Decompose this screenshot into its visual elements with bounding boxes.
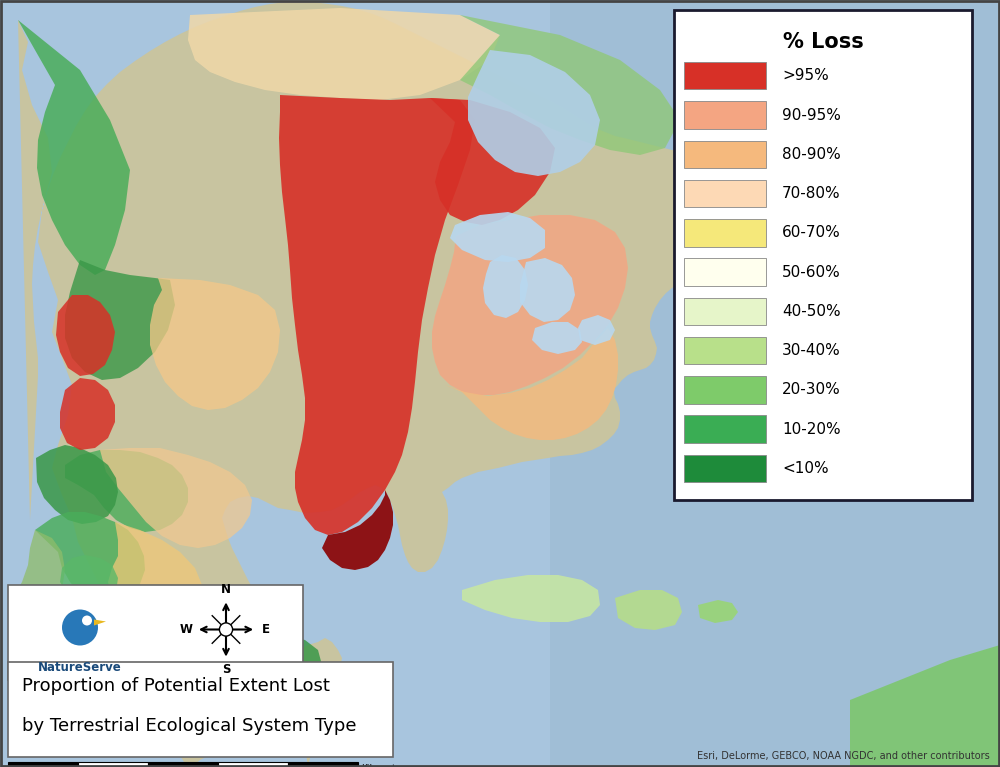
Polygon shape bbox=[430, 98, 555, 225]
Text: 20-30%: 20-30% bbox=[782, 383, 841, 397]
FancyBboxPatch shape bbox=[674, 10, 972, 500]
Circle shape bbox=[62, 610, 98, 646]
Text: N: N bbox=[221, 583, 231, 596]
Polygon shape bbox=[615, 590, 682, 630]
Polygon shape bbox=[468, 50, 600, 176]
FancyBboxPatch shape bbox=[684, 455, 766, 482]
Polygon shape bbox=[60, 378, 115, 450]
Polygon shape bbox=[65, 260, 175, 380]
FancyBboxPatch shape bbox=[78, 762, 148, 767]
Polygon shape bbox=[94, 620, 106, 626]
Circle shape bbox=[219, 623, 233, 636]
FancyBboxPatch shape bbox=[684, 416, 766, 443]
Polygon shape bbox=[188, 8, 500, 100]
Polygon shape bbox=[232, 635, 322, 710]
FancyBboxPatch shape bbox=[8, 585, 303, 680]
FancyBboxPatch shape bbox=[684, 140, 766, 168]
Text: 60-70%: 60-70% bbox=[782, 225, 841, 240]
Text: 40-50%: 40-50% bbox=[782, 304, 841, 319]
Text: S: S bbox=[222, 663, 230, 676]
FancyBboxPatch shape bbox=[684, 376, 766, 403]
Polygon shape bbox=[10, 530, 65, 632]
Polygon shape bbox=[520, 258, 575, 322]
Text: NatureServe: NatureServe bbox=[38, 661, 122, 674]
Polygon shape bbox=[698, 600, 738, 623]
FancyBboxPatch shape bbox=[684, 179, 766, 207]
Text: 90-95%: 90-95% bbox=[782, 107, 841, 123]
Polygon shape bbox=[450, 212, 545, 262]
Circle shape bbox=[82, 615, 92, 626]
Text: Proportion of Potential Extent Lost: Proportion of Potential Extent Lost bbox=[22, 677, 330, 695]
Polygon shape bbox=[279, 95, 475, 535]
Text: 80-90%: 80-90% bbox=[782, 146, 841, 162]
Polygon shape bbox=[18, 1, 710, 767]
Text: W: W bbox=[180, 623, 192, 636]
FancyBboxPatch shape bbox=[684, 258, 766, 286]
FancyBboxPatch shape bbox=[288, 762, 358, 767]
Polygon shape bbox=[850, 645, 1000, 767]
Text: <10%: <10% bbox=[782, 461, 829, 476]
Polygon shape bbox=[65, 450, 188, 532]
Polygon shape bbox=[432, 215, 628, 395]
Polygon shape bbox=[60, 555, 118, 607]
FancyBboxPatch shape bbox=[218, 762, 288, 767]
Polygon shape bbox=[56, 295, 115, 376]
Text: >95%: >95% bbox=[782, 68, 829, 84]
FancyBboxPatch shape bbox=[684, 219, 766, 246]
Text: 10-20%: 10-20% bbox=[782, 422, 841, 436]
Text: 30-40%: 30-40% bbox=[782, 343, 841, 358]
FancyBboxPatch shape bbox=[684, 101, 766, 129]
FancyBboxPatch shape bbox=[684, 298, 766, 325]
Polygon shape bbox=[460, 15, 680, 155]
Polygon shape bbox=[322, 490, 393, 570]
Polygon shape bbox=[445, 328, 618, 440]
Text: 50-60%: 50-60% bbox=[782, 265, 841, 280]
Text: % Loss: % Loss bbox=[783, 32, 863, 52]
Polygon shape bbox=[18, 20, 130, 275]
Polygon shape bbox=[550, 0, 1000, 767]
Polygon shape bbox=[108, 522, 202, 626]
Polygon shape bbox=[532, 322, 582, 354]
Text: by Terrestrial Ecological System Type: by Terrestrial Ecological System Type bbox=[22, 717, 356, 735]
Polygon shape bbox=[718, 10, 848, 92]
Text: E: E bbox=[262, 623, 270, 636]
FancyBboxPatch shape bbox=[8, 662, 393, 757]
Polygon shape bbox=[150, 278, 280, 410]
Text: 70-80%: 70-80% bbox=[782, 186, 841, 201]
FancyBboxPatch shape bbox=[684, 337, 766, 364]
Polygon shape bbox=[483, 255, 528, 318]
FancyBboxPatch shape bbox=[684, 62, 766, 90]
Text: Esri, DeLorme, GEBCO, NOAA NGDC, and other contributors: Esri, DeLorme, GEBCO, NOAA NGDC, and oth… bbox=[697, 751, 990, 761]
Polygon shape bbox=[36, 445, 118, 524]
FancyBboxPatch shape bbox=[148, 762, 218, 767]
Polygon shape bbox=[578, 315, 615, 345]
Polygon shape bbox=[100, 448, 252, 548]
Text: Kilometers: Kilometers bbox=[361, 764, 410, 767]
FancyBboxPatch shape bbox=[8, 762, 78, 767]
Polygon shape bbox=[462, 575, 600, 622]
Polygon shape bbox=[35, 512, 145, 605]
